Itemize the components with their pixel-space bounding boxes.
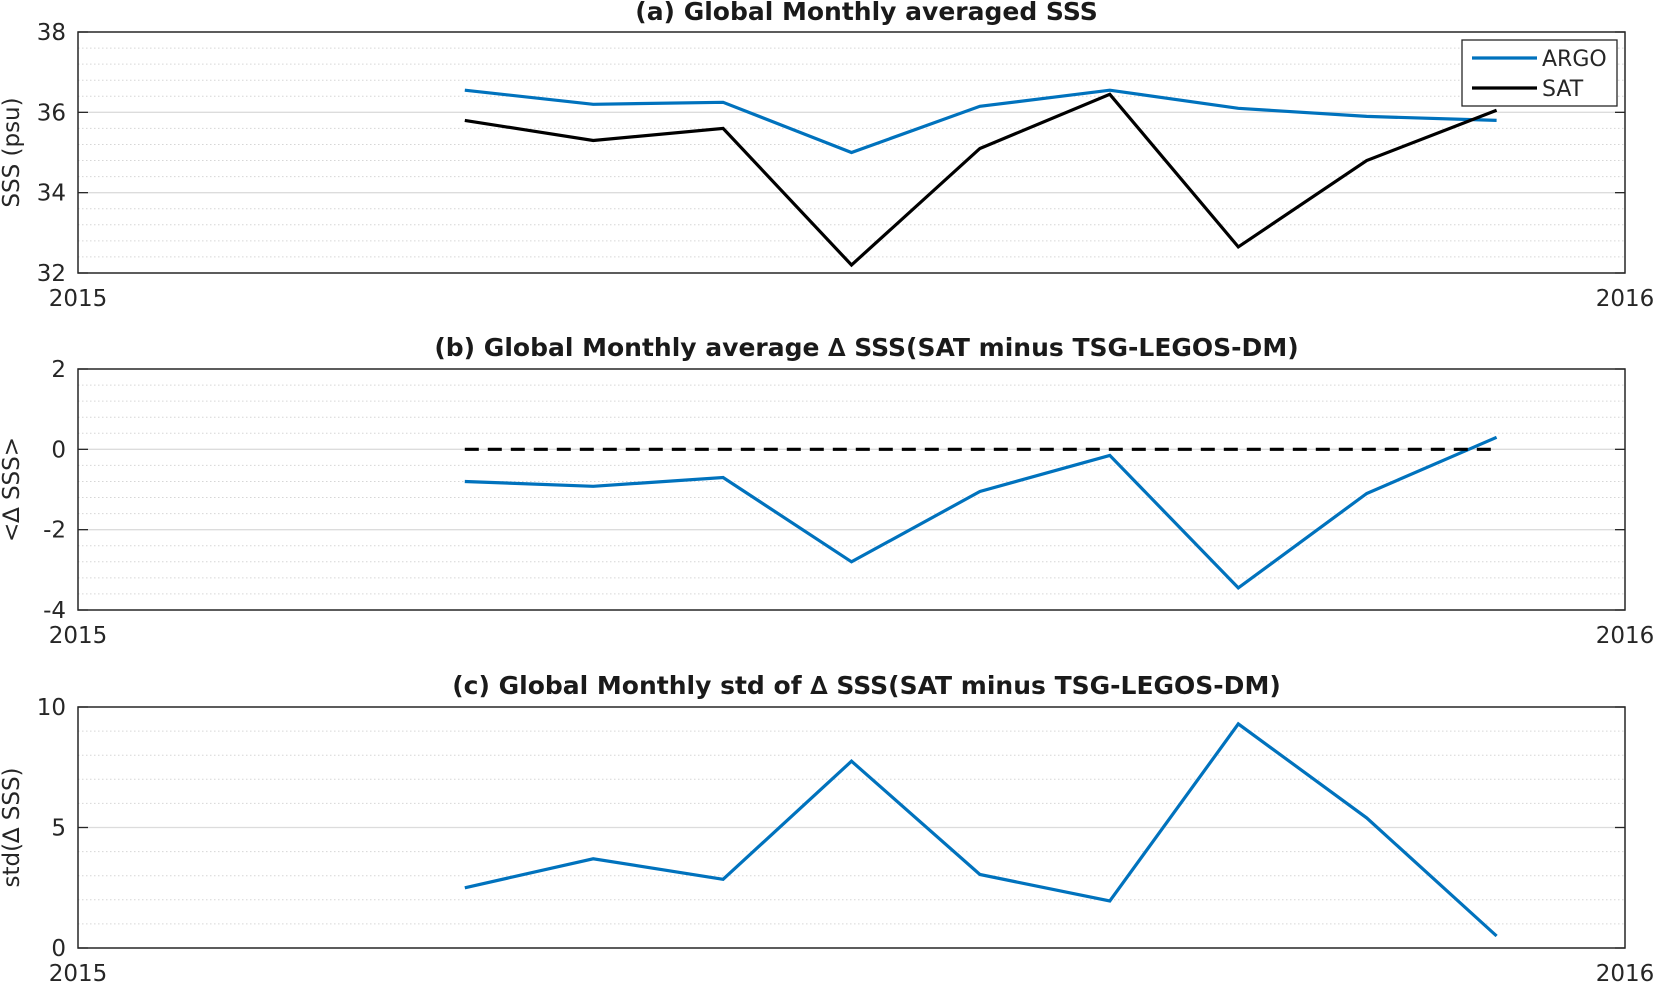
legend: ARGO SAT [1461,39,1618,107]
y-tick-label: 38 [37,20,66,46]
legend-box [1461,39,1618,107]
axes-box [77,706,1626,949]
chart-title: (a) Global Monthly averaged SSS [635,0,1097,26]
x-tick-label: 2016 [1596,961,1655,982]
x-tick-label: 2016 [1596,623,1655,649]
y-tick-label: -4 [43,598,66,624]
y-tick-label: 5 [51,816,66,842]
plot-area [78,369,1625,610]
y-tick-label: 36 [37,100,66,126]
legend-label-argo: ARGO [1542,47,1607,72]
y-tick-label: -2 [43,518,66,544]
panel-1: 32 34 36 38 2015 2016 (a) Global Monthly avera… [0,0,1654,312]
chart-title: (b) Global Monthly average ∆ SSS(SAT min… [434,333,1298,362]
y-axis-label: <∆ SSS> [0,437,25,542]
series-line-argo [464,88,1497,155]
chart-title: (c) Global Monthly std of ∆ SSS(SAT minu… [452,671,1281,700]
y-axis-label: SSS (psu) [0,97,25,207]
legend-label-sat: SAT [1542,77,1584,102]
x-tick-label: 2015 [49,623,108,649]
x-tick-label: 2015 [49,961,108,982]
axes-box [77,31,1626,274]
axes-box [77,368,1626,611]
y-tick-label: 0 [51,936,66,962]
x-tick-label: 2015 [49,286,108,312]
y-tick-label: 32 [37,261,66,287]
series-line-delta-sss [464,721,1498,938]
y-tick-label: 10 [37,695,66,721]
series-line-delta-sss [464,435,1498,591]
series-line-sat [464,92,1498,268]
x-tick-label: 2016 [1596,286,1655,312]
panel-2: -4 -2 0 2 2015 2016 (b) Global Monthly average… [0,333,1654,649]
y-tick-label: 34 [37,181,66,207]
y-axis-label: std(∆ SSS) [0,767,25,887]
y-tick-label: 2 [51,357,66,383]
panel-3: 0 5 10 2015 2016 (c) Global Monthly std of ∆ … [0,671,1654,982]
y-tick-label: 0 [51,437,66,463]
